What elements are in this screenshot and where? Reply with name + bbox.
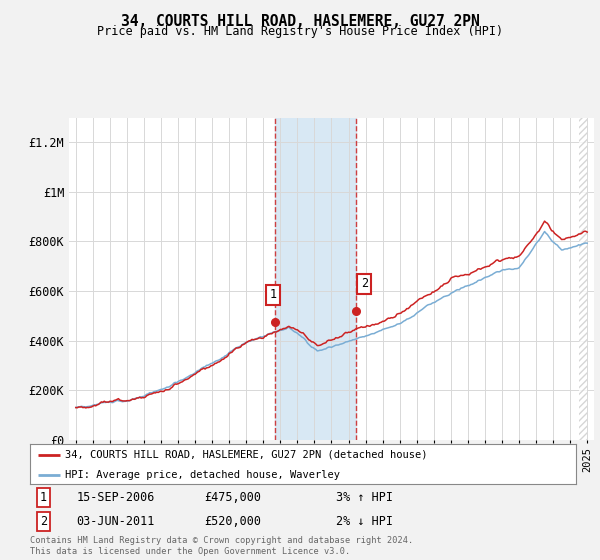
Bar (275, 118, 356, 440)
Text: Price paid vs. HM Land Registry's House Price Index (HPI): Price paid vs. HM Land Registry's House … (97, 25, 503, 38)
Text: 1: 1 (40, 491, 47, 504)
Text: £475,000: £475,000 (205, 491, 262, 504)
Text: HPI: Average price, detached house, Waverley: HPI: Average price, detached house, Wave… (65, 470, 340, 480)
Text: 1: 1 (269, 288, 277, 301)
Text: 03-JUN-2011: 03-JUN-2011 (76, 515, 155, 529)
Text: 15-SEP-2006: 15-SEP-2006 (76, 491, 155, 504)
Text: 34, COURTS HILL ROAD, HASLEMERE, GU27 2PN: 34, COURTS HILL ROAD, HASLEMERE, GU27 2P… (121, 14, 479, 29)
Text: 2: 2 (40, 515, 47, 529)
Text: 34, COURTS HILL ROAD, HASLEMERE, GU27 2PN (detached house): 34, COURTS HILL ROAD, HASLEMERE, GU27 2P… (65, 450, 428, 460)
Text: Contains HM Land Registry data © Crown copyright and database right 2024.
This d: Contains HM Land Registry data © Crown c… (30, 536, 413, 556)
Text: 3% ↑ HPI: 3% ↑ HPI (336, 491, 393, 504)
Text: 2: 2 (361, 277, 368, 290)
Text: £520,000: £520,000 (205, 515, 262, 529)
Text: 2% ↓ HPI: 2% ↓ HPI (336, 515, 393, 529)
